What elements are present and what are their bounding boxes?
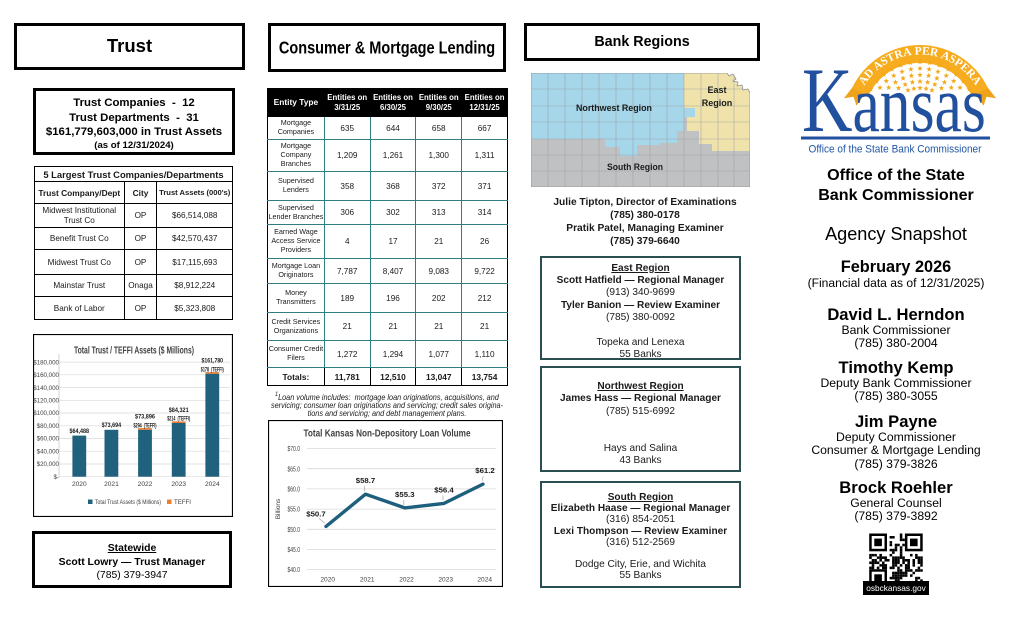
svg-text:$65.0: $65.0 bbox=[288, 466, 301, 473]
svg-text:2020: 2020 bbox=[320, 577, 335, 584]
svg-text:2024: 2024 bbox=[205, 481, 220, 488]
svg-text:$55.0: $55.0 bbox=[288, 507, 301, 514]
svg-text:$56.4: $56.4 bbox=[434, 485, 454, 494]
svg-text:$160,000: $160,000 bbox=[33, 372, 59, 379]
svg-text:$294 (TEFFI): $294 (TEFFI) bbox=[134, 422, 157, 429]
svg-text:$73,896: $73,896 bbox=[135, 414, 155, 421]
svg-text:2024: 2024 bbox=[477, 577, 492, 584]
svg-text:$214 (TEFFI): $214 (TEFFI) bbox=[167, 416, 190, 423]
svg-text:$55.3: $55.3 bbox=[395, 490, 415, 499]
svg-text:Northwest Region: Northwest Region bbox=[576, 103, 652, 113]
svg-text:$40,000: $40,000 bbox=[37, 448, 60, 455]
svg-text:$73,694: $73,694 bbox=[102, 422, 122, 429]
svg-text:$100,000: $100,000 bbox=[33, 410, 59, 417]
svg-text:$61.2: $61.2 bbox=[475, 466, 495, 475]
svg-text:$70.0: $70.0 bbox=[288, 446, 301, 453]
svg-text:2022: 2022 bbox=[138, 481, 153, 488]
svg-text:$120,000: $120,000 bbox=[33, 398, 59, 405]
svg-text:$-: $- bbox=[53, 474, 59, 481]
svg-text:$58.7: $58.7 bbox=[356, 476, 376, 485]
svg-text:$45.0: $45.0 bbox=[288, 547, 301, 554]
svg-text:TEFFI: TEFFI bbox=[174, 499, 191, 506]
svg-text:$40.0: $40.0 bbox=[288, 567, 301, 574]
svg-text:$140,000: $140,000 bbox=[33, 385, 59, 392]
svg-text:2023: 2023 bbox=[438, 577, 453, 584]
svg-text:2021: 2021 bbox=[104, 481, 119, 488]
svg-text:Office of the State Bank Commi: Office of the State Bank Commissioner bbox=[809, 144, 982, 156]
svg-text:$180,000: $180,000 bbox=[33, 359, 59, 366]
svg-text:Kansas: Kansas bbox=[802, 49, 986, 151]
svg-text:$80,000: $80,000 bbox=[37, 423, 60, 430]
svg-text:$50.7: $50.7 bbox=[306, 509, 326, 518]
svg-text:South Region: South Region bbox=[607, 162, 663, 172]
svg-text:Total Trust Assets ($ Millions: Total Trust Assets ($ Millions) bbox=[95, 499, 161, 506]
svg-text:Total Kansas Non-Depository Lo: Total Kansas Non-Depository Loan Volume bbox=[304, 429, 471, 440]
svg-text:Billions: Billions bbox=[275, 498, 282, 519]
svg-text:2020: 2020 bbox=[72, 481, 87, 488]
svg-text:2021: 2021 bbox=[360, 577, 375, 584]
svg-text:2022: 2022 bbox=[399, 577, 414, 584]
svg-text:2023: 2023 bbox=[171, 481, 186, 488]
svg-text:East: East bbox=[707, 85, 726, 95]
svg-text:$50.0: $50.0 bbox=[288, 527, 301, 534]
svg-text:$20,000: $20,000 bbox=[37, 461, 60, 468]
svg-text:$178 (TEFFI): $178 (TEFFI) bbox=[201, 366, 224, 373]
svg-text:Total Trust / TEFFI Assets ($: Total Trust / TEFFI Assets ($ Millions) bbox=[74, 346, 194, 357]
svg-text:Region: Region bbox=[702, 98, 733, 108]
svg-text:$64,488: $64,488 bbox=[70, 428, 90, 435]
svg-text:$161,780: $161,780 bbox=[202, 358, 224, 365]
svg-text:$60,000: $60,000 bbox=[37, 436, 60, 443]
svg-text:$60.0: $60.0 bbox=[288, 487, 301, 494]
svg-text:$84,321: $84,321 bbox=[169, 407, 189, 414]
